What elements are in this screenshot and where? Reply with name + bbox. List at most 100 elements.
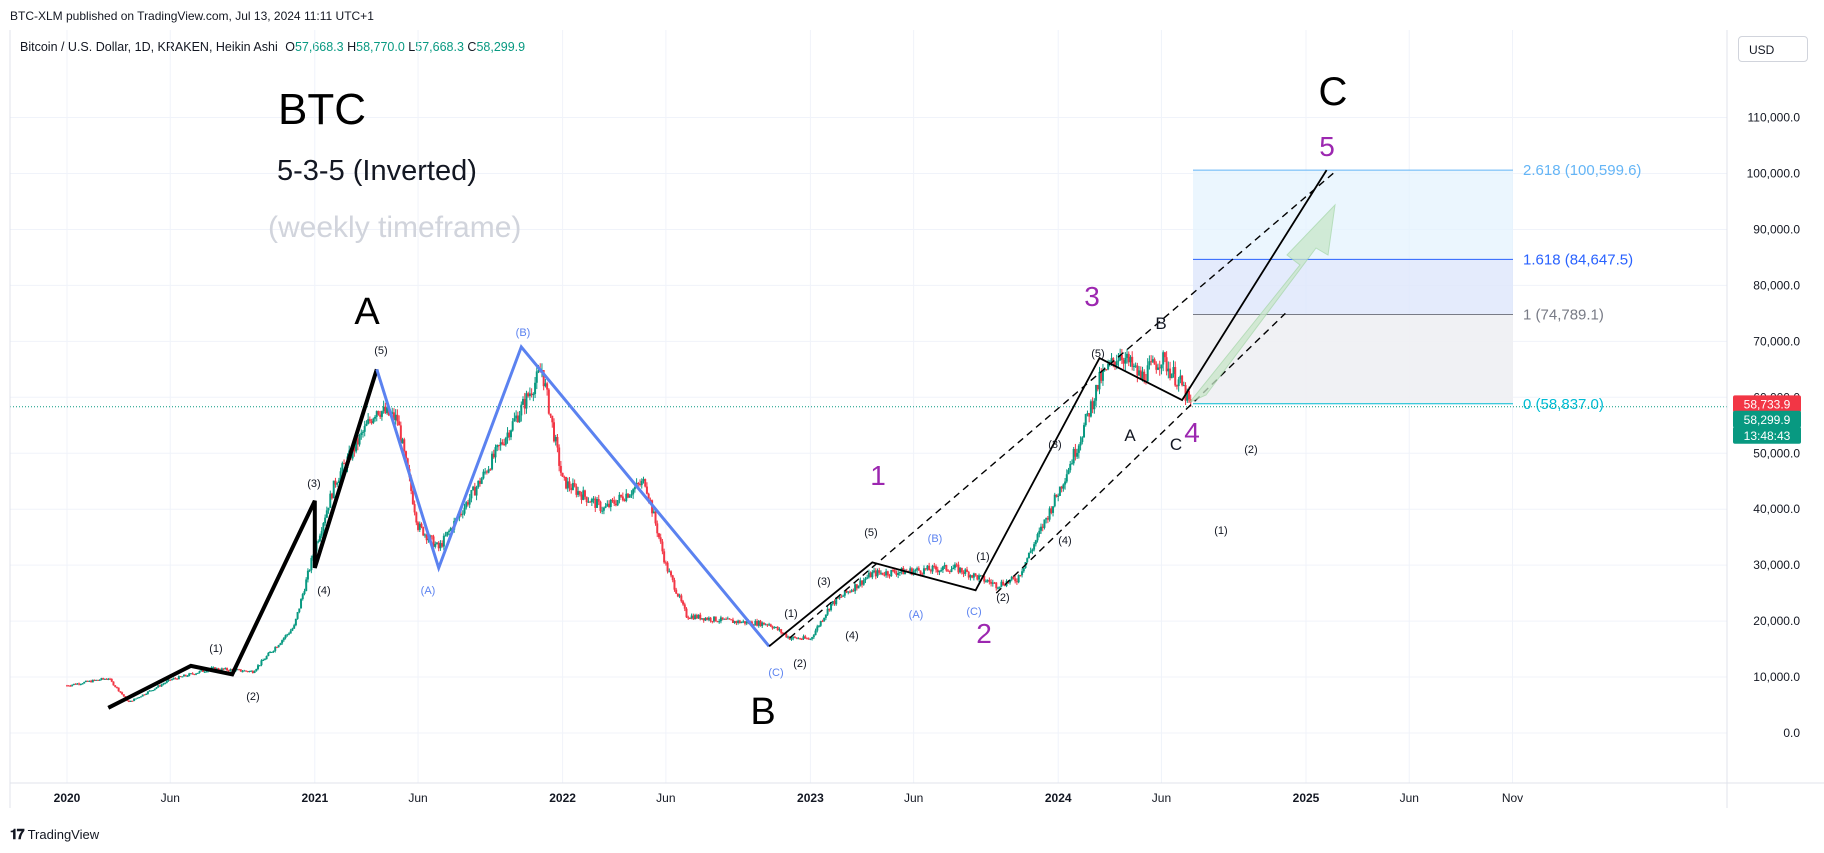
candle-body	[678, 595, 681, 597]
candle-body	[621, 496, 624, 501]
candle-body	[687, 617, 690, 619]
candle-body	[910, 568, 913, 575]
price-badge-label: 58,299.9	[1744, 413, 1791, 427]
candle-body	[482, 471, 485, 479]
candle-body	[731, 619, 734, 623]
candle-body	[704, 617, 707, 621]
wave-labels: A B C 1 2 3 4 5 (1) (2) (3) (4) (5) (1) (2) (3) (4) (5) (1…	[209, 70, 1347, 733]
candle-body	[134, 698, 137, 700]
tradingview-logo[interactable]: 𝟏𝟕 TradingView	[10, 826, 99, 843]
candle-body	[645, 486, 648, 494]
candle-body	[282, 638, 285, 641]
candle-body	[509, 430, 512, 438]
candle-body	[948, 571, 951, 573]
candle-body	[1077, 445, 1080, 453]
wave-label-sub-blue: (B)	[928, 533, 943, 545]
candle-body	[953, 564, 956, 568]
candle-body	[396, 414, 399, 422]
candle-body	[957, 564, 960, 573]
candle-body	[391, 412, 394, 414]
candle-body	[466, 502, 469, 505]
candle-body	[195, 673, 198, 675]
candle-body	[1069, 463, 1072, 471]
candle-body	[1048, 508, 1051, 520]
candle-body	[525, 393, 528, 409]
candle-body	[324, 517, 327, 524]
candle-body	[785, 633, 788, 638]
candle-body	[867, 572, 870, 578]
candle-body	[802, 636, 805, 640]
candle-body	[848, 591, 851, 593]
candle-body	[169, 679, 172, 681]
candle-body	[146, 691, 149, 694]
candle-body	[403, 439, 406, 452]
candle-body	[965, 569, 968, 572]
currency-button[interactable]: USD	[1738, 36, 1808, 62]
candle-body	[267, 652, 270, 657]
candle-body	[91, 679, 94, 683]
fib-band-low	[1193, 314, 1513, 404]
candle-body	[1057, 495, 1060, 497]
candle-body	[876, 570, 879, 577]
fib-band-top	[1193, 170, 1513, 260]
candle-body	[647, 493, 650, 500]
candle-body	[1151, 359, 1154, 362]
candle-body	[781, 632, 784, 634]
candle-body	[293, 625, 296, 629]
candle-body	[88, 680, 91, 682]
candle-body	[809, 638, 812, 640]
candle-body	[597, 499, 600, 502]
candle-body	[275, 647, 278, 649]
candle-body	[193, 674, 196, 676]
x-tick-label: Jun	[1152, 791, 1171, 805]
candle-body	[585, 496, 588, 503]
candle-body	[592, 498, 595, 500]
tradingview-icon: 𝟏𝟕	[10, 826, 25, 842]
candle-body	[322, 523, 325, 532]
candle-body	[823, 617, 826, 622]
candle-body	[1015, 581, 1018, 583]
candle-body	[995, 582, 998, 589]
candle-body	[570, 487, 573, 490]
candle-body	[339, 471, 342, 481]
candle-body	[1110, 358, 1113, 363]
x-tick-label: Nov	[1502, 791, 1523, 805]
candle-body	[71, 684, 74, 686]
y-tick-label: 50,000.0	[1753, 446, 1800, 460]
candle-body	[563, 476, 566, 478]
candle-body	[243, 670, 246, 672]
candle-body	[522, 399, 525, 405]
candle-body	[826, 608, 829, 615]
candle-body	[873, 570, 876, 572]
candle-body	[286, 634, 289, 636]
candle-body	[470, 490, 473, 499]
candle-body	[95, 679, 98, 681]
candle-body	[726, 618, 729, 620]
candle-body	[559, 465, 562, 473]
candle-body	[532, 394, 535, 396]
symbol-legend: Bitcoin / U.S. Dollar, 1D, KRAKEN, Heiki…	[20, 40, 525, 54]
candle-body	[974, 573, 977, 576]
candle-body	[479, 480, 481, 484]
wave-label-sub: (2)	[246, 691, 259, 703]
candle-body	[1017, 575, 1020, 583]
y-tick-label: 0.0	[1783, 726, 1800, 740]
candle-body	[795, 637, 798, 639]
candle-body	[642, 479, 645, 482]
candle-body	[573, 483, 576, 487]
chart-canvas[interactable]: 2.618 (100,599.6) 1.618 (84,647.5) 1 (74,7…	[0, 0, 1824, 820]
candle-body	[198, 671, 201, 673]
candle-body	[306, 570, 309, 580]
candle-body	[365, 423, 368, 426]
candle-body	[616, 500, 619, 506]
candle-body	[1055, 494, 1058, 497]
candle-body	[327, 507, 330, 511]
published-info: BTC-XLM published on TradingView.com, Ju…	[10, 9, 374, 23]
candle-body	[1072, 448, 1075, 464]
candle-body	[1131, 356, 1134, 367]
candle-body	[90, 680, 93, 683]
wave-label-sub: (4)	[1058, 535, 1071, 547]
candle-body	[411, 490, 414, 505]
candle-body	[329, 493, 332, 508]
candle-body	[602, 507, 605, 511]
